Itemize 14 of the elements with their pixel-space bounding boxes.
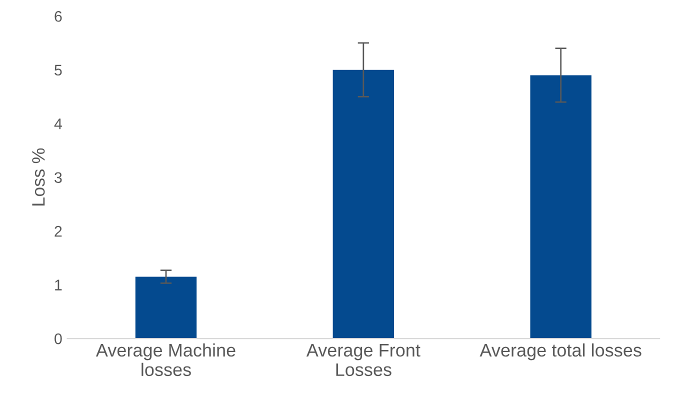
x-tick-label: Average Machine losses [96, 343, 236, 376]
x-tick-label: Average total losses [480, 343, 642, 360]
bar [135, 276, 197, 339]
bar [530, 75, 592, 339]
x-tick-label: Average Front Losses [306, 344, 420, 376]
y-tick-label: 5 [54, 64, 62, 76]
y-tick-label: 1 [55, 280, 62, 290]
y-tick-label: 0 [54, 333, 62, 344]
y-tick-label: 4 [54, 118, 62, 130]
y-tick-label: 3 [54, 172, 62, 184]
y-tick-label: 6 [54, 10, 62, 22]
y-axis-title: Loss % [32, 148, 45, 206]
bar [332, 70, 394, 339]
y-tick-label: 2 [54, 226, 62, 237]
